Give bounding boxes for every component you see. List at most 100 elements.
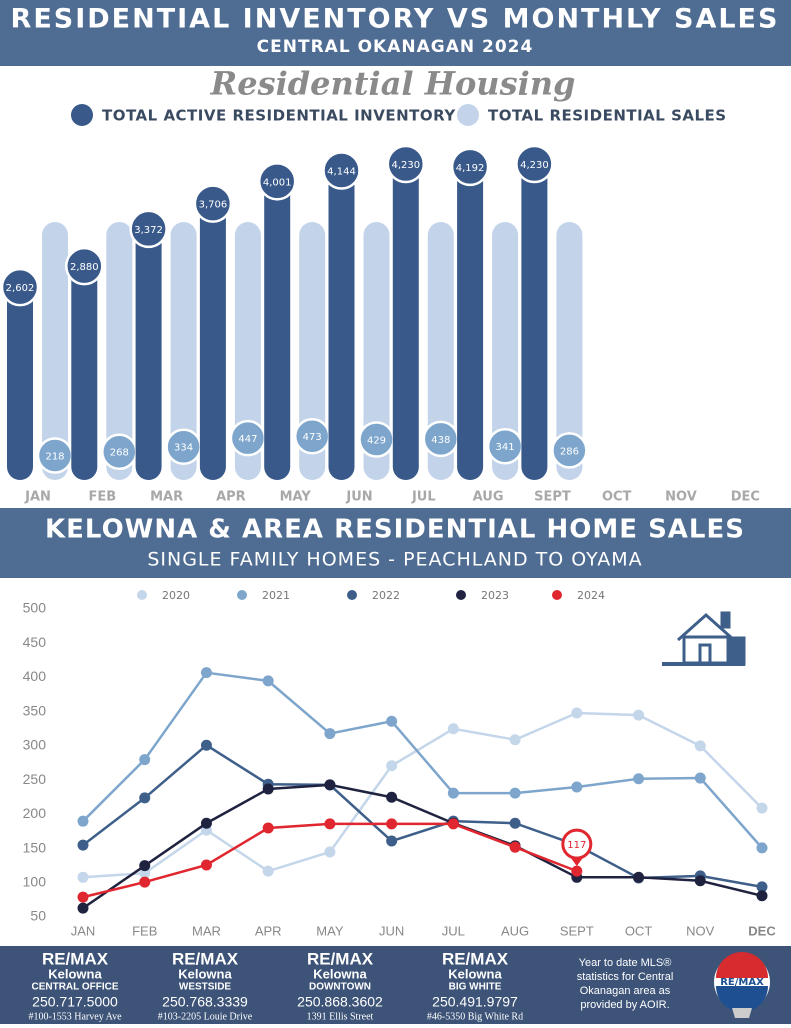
footer-band xyxy=(0,946,791,1024)
point xyxy=(77,839,89,851)
office-city: Kelowna xyxy=(48,966,102,981)
point xyxy=(694,740,706,752)
line xyxy=(82,783,763,910)
point xyxy=(324,818,336,830)
point xyxy=(77,871,89,883)
bar-track xyxy=(556,222,583,480)
point xyxy=(633,871,645,883)
value-label-bg xyxy=(450,147,490,187)
legend-label: TOTAL ACTIVE RESIDENTIAL INVENTORY xyxy=(102,107,456,125)
bar xyxy=(264,177,291,480)
y-tick-label: 200 xyxy=(23,805,47,821)
value-label: 2,602 xyxy=(6,283,35,294)
point xyxy=(139,754,151,766)
office-address: #46-5350 Big White Rd xyxy=(427,1011,523,1022)
bar-track xyxy=(299,222,326,480)
legend-label: 2022 xyxy=(372,589,400,602)
y-tick-label: 450 xyxy=(23,634,47,650)
legend-marker xyxy=(456,590,466,600)
legend-marker xyxy=(552,590,562,600)
y-tick-label: 150 xyxy=(23,839,47,855)
x-tick-label: NOV xyxy=(686,923,715,938)
office-phone: 250.868.3602 xyxy=(297,994,383,1010)
office-city: Kelowna xyxy=(448,966,502,981)
bar-track xyxy=(427,222,454,480)
line xyxy=(82,743,763,889)
value-label: 473 xyxy=(303,432,322,443)
value-label: 341 xyxy=(496,442,515,453)
x-tick-label: OCT xyxy=(625,923,653,938)
point xyxy=(77,815,89,827)
bar xyxy=(135,224,162,480)
y-tick-label: 250 xyxy=(23,771,47,787)
legend-marker xyxy=(347,590,357,600)
point xyxy=(571,865,583,877)
bar xyxy=(7,283,33,480)
value-label-bg xyxy=(515,144,554,184)
point xyxy=(694,772,706,784)
office-brand: RE/MAX xyxy=(442,949,509,968)
page-subtitle: CENTRAL OKANAGAN 2024 xyxy=(257,37,534,57)
office-brand: RE/MAX xyxy=(307,949,374,968)
point xyxy=(139,792,151,804)
x-tick-label: JUL xyxy=(411,490,436,505)
point xyxy=(571,707,583,719)
point xyxy=(262,675,274,687)
legend-marker xyxy=(457,104,479,126)
line xyxy=(82,711,763,879)
value-label: 334 xyxy=(174,443,193,454)
header-band xyxy=(0,0,791,66)
x-tick-label: APR xyxy=(255,923,282,938)
point xyxy=(324,846,336,858)
y-tick-label: 350 xyxy=(23,702,47,718)
point xyxy=(386,835,398,847)
point xyxy=(200,739,212,751)
office-brand: RE/MAX xyxy=(172,949,239,968)
point xyxy=(200,667,212,679)
legend-label: 2024 xyxy=(577,589,605,602)
point xyxy=(694,875,706,887)
value-label-bg xyxy=(129,209,168,249)
page-title: RESIDENTIAL INVENTORY VS MONTHLY SALES xyxy=(11,4,780,35)
bar-track xyxy=(106,222,133,480)
point xyxy=(756,881,768,893)
point xyxy=(509,817,521,829)
legend-marker xyxy=(71,104,93,126)
point xyxy=(756,842,768,854)
x-tick-label: APR xyxy=(216,490,246,505)
point xyxy=(139,876,151,888)
legend-label: 2020 xyxy=(162,589,190,602)
bar xyxy=(392,160,419,480)
x-tick-label: SEPT xyxy=(534,490,571,505)
value-label: 286 xyxy=(560,446,579,457)
point xyxy=(386,791,398,803)
value-label: 4,192 xyxy=(456,163,485,174)
x-tick-label: SEPT xyxy=(560,923,594,938)
y-tick-label: 500 xyxy=(23,600,47,616)
chart-subtitle: SINGLE FAMILY HOMES - PEACHLAND TO OYAMA xyxy=(147,549,642,571)
office-city: Kelowna xyxy=(313,966,367,981)
x-tick-label: MAY xyxy=(316,923,344,938)
x-tick-label: MAR xyxy=(192,923,221,938)
value-label-bg xyxy=(193,184,233,223)
point xyxy=(447,787,459,799)
point xyxy=(633,773,645,785)
point xyxy=(756,890,768,902)
x-tick-label: AUG xyxy=(473,490,504,505)
value-label-bg xyxy=(0,267,40,307)
bar-track xyxy=(42,222,68,480)
point xyxy=(509,787,521,799)
callout xyxy=(561,828,593,860)
office-city: Kelowna xyxy=(178,966,232,981)
value-label: 4,230 xyxy=(391,160,420,171)
x-tick-label: DEC xyxy=(748,923,776,938)
point xyxy=(262,783,274,795)
x-tick-label: JUN xyxy=(345,490,372,505)
logo: RE/MAX xyxy=(714,952,770,1018)
value-label: 268 xyxy=(110,448,129,459)
value-label: 429 xyxy=(367,436,386,447)
x-tick-label: AUG xyxy=(501,923,529,938)
y-tick-label: 100 xyxy=(23,873,47,889)
